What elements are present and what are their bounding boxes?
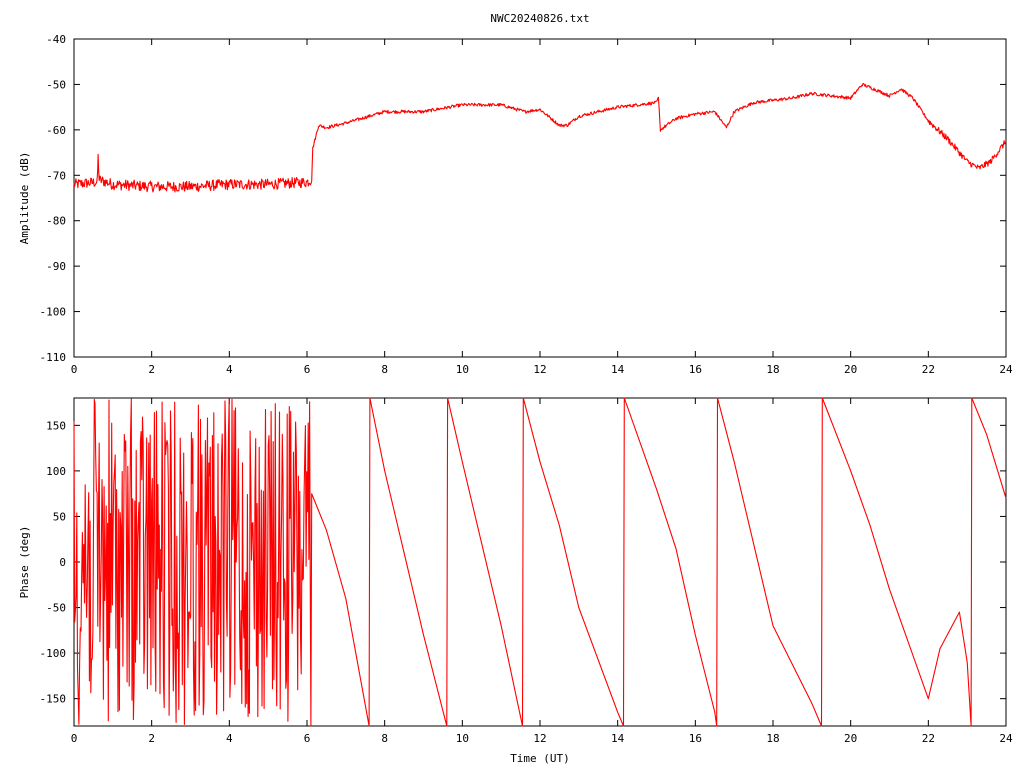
- y-tick-label: -70: [46, 169, 66, 182]
- y-tick-label: 0: [59, 556, 66, 569]
- x-tick-label: 16: [689, 363, 702, 376]
- phase-trace: [73, 397, 1007, 727]
- y-tick-label: 150: [46, 419, 66, 432]
- x-tick-label: 14: [611, 732, 625, 745]
- x-tick-label: 16: [689, 732, 702, 745]
- y-tick-label: -90: [46, 260, 66, 273]
- y-tick-label: -150: [40, 693, 67, 706]
- y-tick-label: -110: [40, 351, 67, 364]
- y-tick-label: -80: [46, 215, 66, 228]
- x-tick-label: 4: [226, 363, 233, 376]
- x-tick-label: 10: [456, 732, 469, 745]
- x-tick-label: 0: [71, 732, 78, 745]
- phase-y-axis-label: Phase (deg): [18, 526, 31, 599]
- y-tick-label: 100: [46, 465, 66, 478]
- y-tick-label: -60: [46, 124, 66, 137]
- y-tick-label: -50: [46, 78, 66, 91]
- x-tick-label: 6: [304, 363, 311, 376]
- y-tick-label: -50: [46, 602, 66, 615]
- y-tick-label: 50: [53, 510, 66, 523]
- amplitude-trace: [73, 82, 1007, 193]
- x-tick-label: 12: [533, 732, 546, 745]
- x-tick-label: 2: [148, 732, 155, 745]
- time-x-axis-label: Time (UT): [510, 752, 570, 765]
- x-tick-label: 22: [922, 363, 935, 376]
- y-tick-label: -100: [40, 306, 67, 319]
- x-tick-label: 12: [533, 363, 546, 376]
- x-tick-label: 20: [844, 363, 857, 376]
- x-tick-label: 14: [611, 363, 625, 376]
- x-tick-label: 22: [922, 732, 935, 745]
- x-tick-label: 18: [766, 363, 779, 376]
- x-tick-label: 24: [999, 363, 1013, 376]
- x-tick-label: 6: [304, 732, 311, 745]
- y-tick-label: -40: [46, 33, 66, 46]
- x-tick-label: 2: [148, 363, 155, 376]
- x-tick-label: 24: [999, 732, 1013, 745]
- x-tick-label: 10: [456, 363, 469, 376]
- phase-axis-ticks: 0 2 4 6 8 10 12 14 16 18 20 22 24150100500-50-100-15…: [40, 398, 1013, 745]
- x-tick-label: 8: [381, 732, 388, 745]
- x-tick-label: 20: [844, 732, 857, 745]
- amplitude-y-axis-label: Amplitude (dB): [18, 152, 31, 245]
- x-tick-label: 8: [381, 363, 388, 376]
- x-tick-label: 18: [766, 732, 779, 745]
- chart-title: NWC20240826.txt: [490, 12, 589, 25]
- y-tick-label: -100: [40, 647, 67, 660]
- amplitude-panel: 0 2 4 6 8 10 12 14 16 18 20 22 24-40-50-60-70-80-90-…: [18, 33, 1013, 376]
- x-tick-label: 4: [226, 732, 233, 745]
- amplitude-series: [73, 82, 1007, 193]
- phase-series: [73, 397, 1007, 727]
- phase-panel: 0 2 4 6 8 10 12 14 16 18 20 22 24150100500-50-100-15…: [18, 397, 1013, 765]
- x-tick-label: 0: [71, 363, 78, 376]
- amplitude-axis-ticks: 0 2 4 6 8 10 12 14 16 18 20 22 24-40-50-60-70-80-90-…: [40, 33, 1013, 376]
